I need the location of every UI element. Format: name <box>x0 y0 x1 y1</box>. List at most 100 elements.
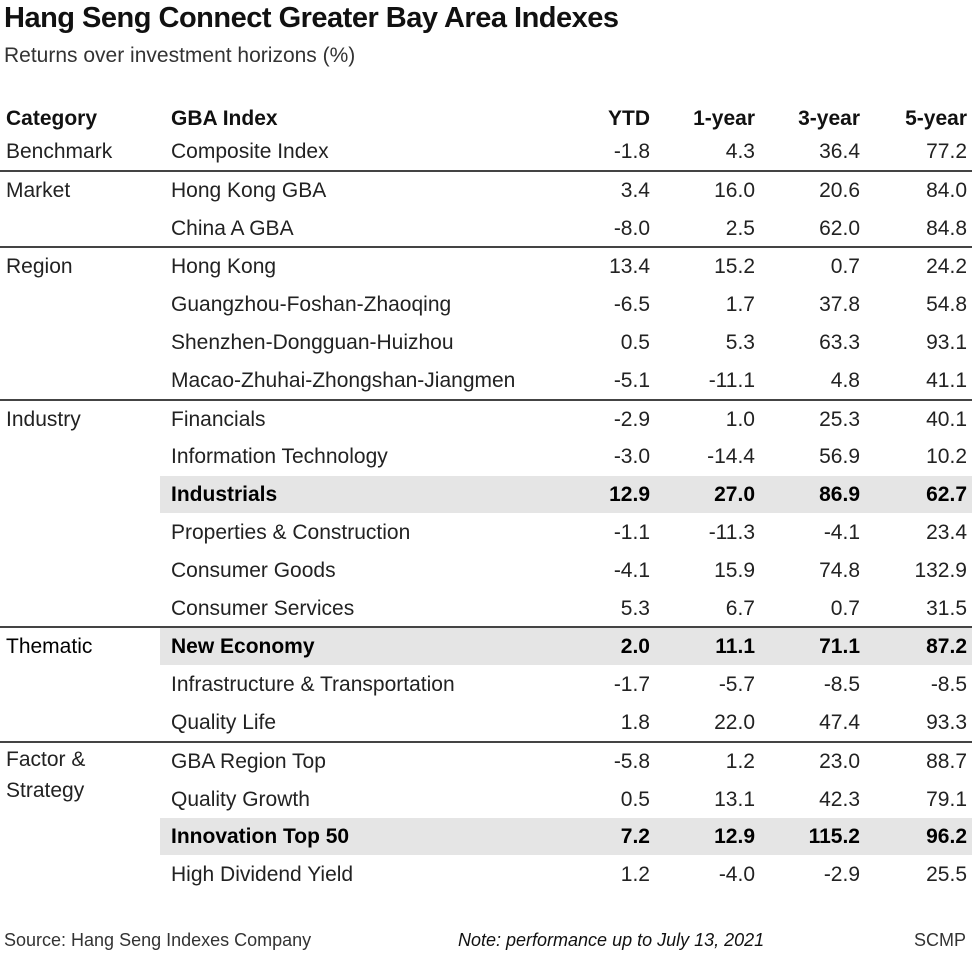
value-3-year: -4.1 <box>823 521 860 544</box>
index-name: New Economy <box>171 635 315 659</box>
value-3-year: -8.5 <box>823 673 860 697</box>
value-5-year: 10.2 <box>926 445 967 469</box>
value-3-year: 56.9 <box>819 445 860 469</box>
value-1-year: 6.7 <box>725 596 755 620</box>
value-5-year: 40.1 <box>926 407 967 431</box>
table-row-highlighted: Innovation Top 50 7.2 12.9 115.2 96.2 <box>0 818 972 856</box>
value-1-year: 4.3 <box>725 140 755 163</box>
value-ytd: 7.2 <box>620 825 650 849</box>
category-label-line: Strategy <box>6 778 85 802</box>
index-name: Hong Kong GBA <box>171 178 327 202</box>
value-1-year: 16.0 <box>714 178 755 202</box>
table-row: Consumer Goods -4.1 15.9 74.8 132.9 <box>0 552 972 589</box>
value-ytd: 1.8 <box>620 711 650 734</box>
value-3-year: 115.2 <box>808 825 860 849</box>
index-name: Shenzhen-Dongguan-Huizhou <box>171 331 454 354</box>
table-row: China A GBA -8.0 2.5 62.0 84.8 <box>0 210 972 247</box>
group-divider <box>0 740 972 743</box>
value-3-year: 63.3 <box>819 331 860 354</box>
value-5-year: 84.0 <box>926 178 967 202</box>
value-1-year: 1.2 <box>725 749 755 773</box>
chart-subtitle: Returns over investment horizons (%) <box>4 44 356 67</box>
value-5-year: -8.5 <box>930 673 967 697</box>
value-1-year: 2.5 <box>725 216 755 240</box>
value-1-year: 22.0 <box>714 711 755 734</box>
value-5-year: 84.8 <box>926 216 967 240</box>
value-5-year: 31.5 <box>926 596 967 620</box>
table-row: Region Hong Kong 13.4 15.2 0.7 24.2 <box>0 248 972 285</box>
value-ytd: -8.0 <box>613 216 650 240</box>
value-ytd: -1.8 <box>613 140 650 163</box>
value-ytd: 0.5 <box>620 787 650 811</box>
value-5-year: 79.1 <box>926 787 967 811</box>
table-row: Quality Life 1.8 22.0 47.4 93.3 <box>0 704 972 741</box>
value-5-year: 96.2 <box>926 825 967 849</box>
value-ytd: -2.9 <box>613 407 650 431</box>
value-1-year: -11.1 <box>708 368 755 392</box>
table-row: Benchmark Composite Index -1.8 4.3 36.4 77.2 <box>0 133 972 170</box>
value-5-year: 41.1 <box>926 368 967 392</box>
value-3-year: 74.8 <box>819 558 860 582</box>
index-name: China A GBA <box>171 216 294 240</box>
value-3-year: 71.1 <box>819 635 860 659</box>
value-3-year: 62.0 <box>819 216 860 240</box>
index-name: Innovation Top 50 <box>171 825 350 849</box>
index-name: Properties & Construction <box>171 521 411 544</box>
value-ytd: 5.3 <box>620 596 650 620</box>
table-row: Market Hong Kong GBA 3.4 16.0 20.6 84.0 <box>0 172 972 209</box>
value-1-year: 11.1 <box>715 635 755 659</box>
category-label: Thematic <box>6 635 93 659</box>
index-name: Macao-Zhuhai-Zhongshan-Jiangmen <box>171 368 516 392</box>
group-divider <box>0 398 972 401</box>
table-row: Information Technology -3.0 -14.4 56.9 10.2 <box>0 438 972 475</box>
index-name: Industrials <box>171 483 278 507</box>
index-name: GBA Region Top <box>171 749 326 773</box>
value-1-year: -11.3 <box>708 521 755 544</box>
value-1-year: 15.9 <box>714 558 755 582</box>
category-label: Factor & Strategy <box>6 744 85 806</box>
chart-title: Hang Seng Connect Greater Bay Area Index… <box>4 2 619 34</box>
table-row: Guangzhou-Foshan-Zhaoqing -6.5 1.7 37.8 54.8 <box>0 286 972 323</box>
value-3-year: -2.9 <box>823 863 860 887</box>
value-5-year: 54.8 <box>926 293 967 317</box>
header-ytd: YTD <box>608 107 650 130</box>
value-3-year: 42.3 <box>819 787 860 811</box>
value-3-year: 0.7 <box>830 255 860 279</box>
value-3-year: 23.0 <box>819 749 860 773</box>
index-name: Information Technology <box>171 445 388 469</box>
table-row: Factor & Strategy GBA Region Top -5.8 1.2 23.… <box>0 743 972 802</box>
header-index: GBA Index <box>171 107 278 130</box>
value-ytd: -1.7 <box>613 673 650 697</box>
value-1-year: -5.7 <box>718 673 755 697</box>
index-name: Quality Growth <box>171 787 310 811</box>
row-highlight <box>160 818 972 856</box>
index-name: High Dividend Yield <box>171 863 354 887</box>
table-row: Consumer Services 5.3 6.7 0.7 31.5 <box>0 590 972 627</box>
value-ytd: 0.5 <box>620 331 650 354</box>
table-header: Category GBA Index YTD 1-year 3-year 5-y… <box>0 100 972 137</box>
value-ytd: 3.4 <box>620 178 650 202</box>
table-row-highlighted: Industrials 12.9 27.0 86.9 62.7 <box>0 476 972 514</box>
category-label: Market <box>6 178 71 202</box>
table-row: Shenzhen-Dongguan-Huizhou 0.5 5.3 63.3 93.1 <box>0 324 972 361</box>
group-divider <box>0 626 972 629</box>
category-label: Benchmark <box>6 140 113 163</box>
performance-note: Note: performance up to July 13, 2021 <box>458 930 765 950</box>
value-5-year: 93.1 <box>926 331 967 354</box>
index-name: Consumer Goods <box>171 558 336 582</box>
value-1-year: 1.7 <box>725 293 755 317</box>
header-5-year: 5-year <box>905 107 967 130</box>
table-row: Macao-Zhuhai-Zhongshan-Jiangmen -5.1 -11.1… <box>0 362 972 399</box>
header-category: Category <box>6 107 98 130</box>
category-label: Industry <box>6 407 81 431</box>
category-label: Region <box>6 255 73 279</box>
value-5-year: 93.3 <box>926 711 967 734</box>
source-note: Source: Hang Seng Indexes Company <box>4 930 312 950</box>
value-ytd: -1.1 <box>613 521 650 544</box>
value-1-year: -4.0 <box>718 863 755 887</box>
value-1-year: -14.4 <box>707 445 755 469</box>
table-row: Quality Growth 0.5 13.1 42.3 79.1 <box>0 781 972 818</box>
table-row-highlighted: Thematic New Economy 2.0 11.1 71.1 87.2 <box>0 628 972 666</box>
value-1-year: 27.0 <box>714 483 755 507</box>
value-5-year: 62.7 <box>926 483 967 507</box>
